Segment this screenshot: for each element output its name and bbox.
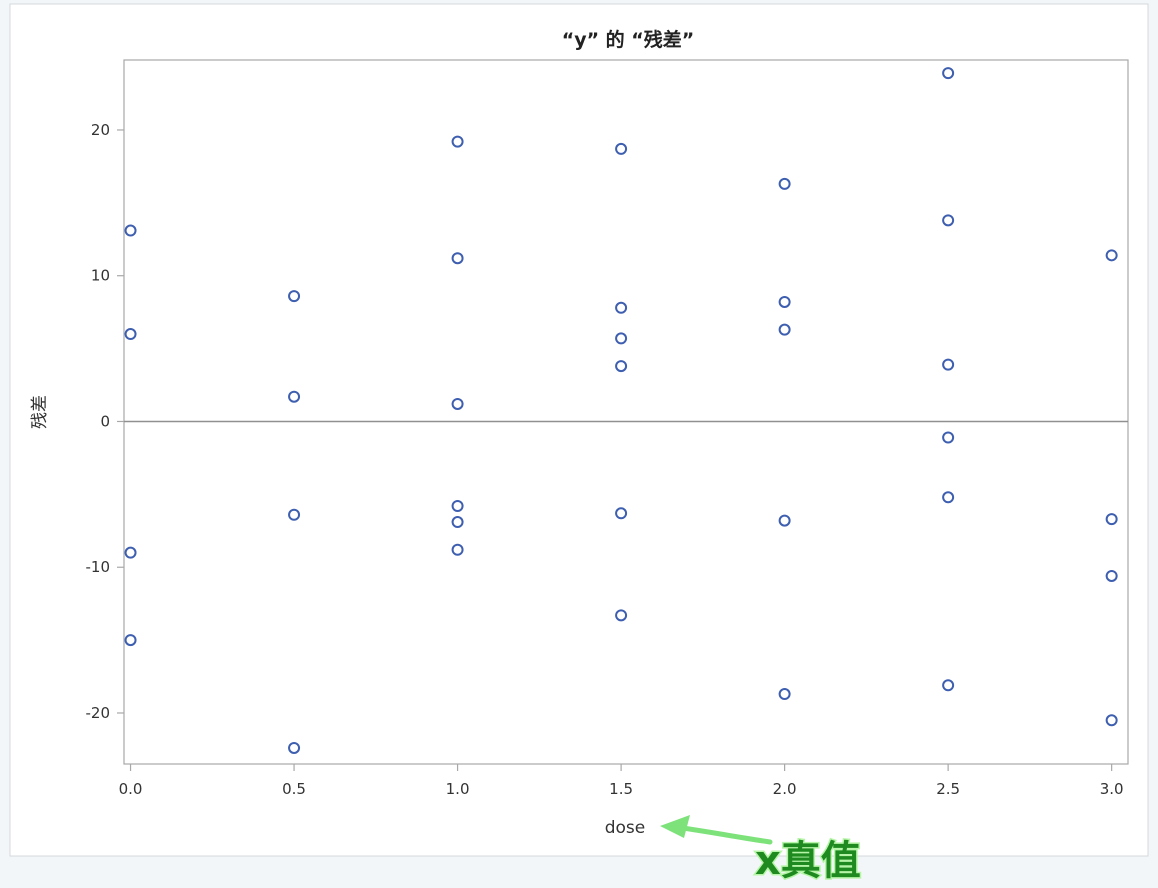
- chart-background: [9, 3, 1149, 857]
- y-axis-label: 残差: [30, 395, 50, 429]
- x-tick-label: 1.0: [446, 780, 470, 798]
- plot-area-frame: [123, 59, 1129, 765]
- x-tick-label: 2.0: [773, 780, 797, 798]
- data-point: [778, 323, 791, 336]
- y-axis: -20 -10 0 10 20: [86, 121, 124, 722]
- x-tick-label: 1.5: [609, 780, 633, 798]
- data-point: [451, 543, 464, 556]
- data-point: [124, 634, 137, 647]
- annotation-text: x真值: [755, 838, 861, 884]
- data-point: [451, 252, 464, 265]
- data-point: [124, 224, 137, 237]
- data-point: [942, 214, 955, 227]
- y-tick-label: 20: [91, 121, 110, 139]
- y-tick-label: -20: [86, 704, 111, 722]
- data-point: [451, 135, 464, 148]
- x-axis: 0.0 0.5 1.0 1.5 2.0 2.5 3.0: [119, 764, 1124, 798]
- data-point: [615, 142, 628, 155]
- data-point: [778, 514, 791, 527]
- data-point: [124, 546, 137, 559]
- data-point: [615, 301, 628, 314]
- data-point: [942, 491, 955, 504]
- data-point: [1105, 714, 1118, 727]
- data-point: [942, 67, 955, 80]
- data-point: [288, 290, 301, 303]
- data-point: [451, 500, 464, 513]
- x-tick-label: 0.0: [119, 780, 143, 798]
- data-point: [124, 328, 137, 341]
- chart-title: “y” 的 “残差”: [562, 28, 695, 51]
- data-point: [288, 508, 301, 521]
- x-tick-label: 3.0: [1100, 780, 1124, 798]
- data-point: [1105, 249, 1118, 262]
- data-point: [778, 688, 791, 701]
- x-tick-label: 2.5: [936, 780, 960, 798]
- data-point: [451, 397, 464, 410]
- annotation: x真值: [660, 815, 862, 886]
- data-point: [778, 177, 791, 190]
- x-axis-label: dose: [605, 818, 646, 838]
- data-point: [942, 679, 955, 692]
- data-point: [451, 516, 464, 529]
- data-point: [942, 358, 955, 371]
- data-point: [615, 507, 628, 520]
- data-point: [288, 390, 301, 403]
- y-tick-label: 0: [100, 412, 110, 430]
- y-tick-label: 10: [91, 267, 110, 285]
- data-point: [942, 431, 955, 444]
- data-point: [778, 295, 791, 308]
- data-point: [1105, 569, 1118, 582]
- data-point: [615, 609, 628, 622]
- x-tick-label: 0.5: [282, 780, 306, 798]
- data-point: [288, 741, 301, 754]
- data-points: [124, 67, 1118, 754]
- y-tick-label: -10: [86, 558, 111, 576]
- data-point: [615, 332, 628, 345]
- data-point: [615, 360, 628, 373]
- annotation-arrowhead: [660, 815, 690, 838]
- data-point: [1105, 513, 1118, 526]
